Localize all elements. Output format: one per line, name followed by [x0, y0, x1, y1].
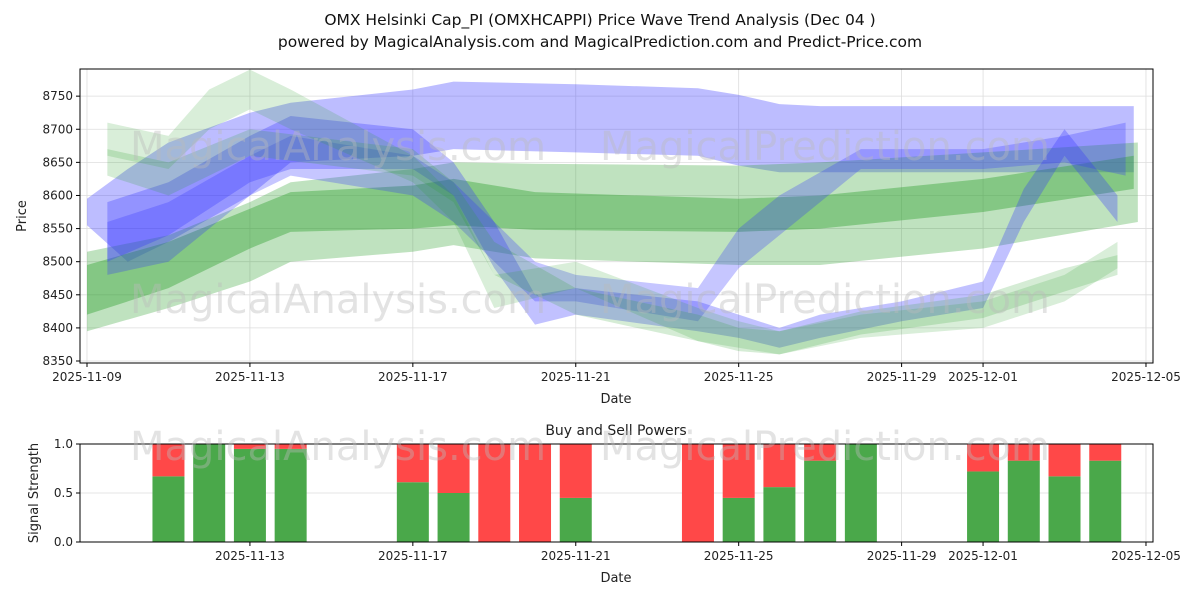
sell-bar — [559, 444, 592, 498]
green-wave-band — [87, 142, 1138, 332]
buy-bar — [763, 487, 796, 542]
sell-bar — [233, 444, 266, 449]
buy-bar — [844, 444, 877, 542]
top-xlabel: Date — [600, 392, 631, 407]
top-ylabel: Price — [15, 200, 30, 232]
bottom-xlabel: Date — [600, 571, 631, 586]
blue-wave-band — [107, 122, 1126, 322]
x-tick-label: 2025-11-25 — [704, 549, 774, 563]
watermark: MagicalPrediction.com — [600, 424, 1050, 470]
y-tick-label: 8550 — [42, 222, 73, 236]
blue-wave-band — [87, 81, 1134, 262]
x-tick-label: 2025-11-21 — [541, 370, 611, 384]
green-wave-band — [87, 155, 1134, 315]
buy-bar — [152, 476, 185, 542]
sell-bar — [437, 444, 470, 493]
y-tick-label: 0.0 — [54, 535, 73, 549]
plot-frame — [79, 443, 1154, 543]
x-tick-label: 2025-12-01 — [948, 549, 1018, 563]
x-tick-label: 2025-12-05 — [1111, 549, 1181, 563]
sell-bar — [519, 444, 552, 542]
price-wave-chart: 8350 8400 8450 8500 8550 8600 8650 8700 8750 2025… — [42, 68, 1181, 384]
buy-bar — [274, 448, 307, 542]
buy-bar — [233, 448, 266, 542]
watermark: MagicalPrediction.com — [600, 277, 1050, 323]
buy-sell-chart: 0.0 0.5 1.0 2025-11-13 2025-11-17 2025-11-21 2… — [54, 437, 1181, 563]
buy-bar — [193, 444, 226, 542]
buy-bar — [804, 460, 837, 542]
sell-bar — [763, 444, 796, 488]
watermark: MagicalAnalysis.com — [130, 124, 546, 170]
bottom-ylabel: Signal Strength — [27, 443, 42, 543]
y-tick-label: 0.5 — [54, 486, 73, 500]
y-tick-label: 8350 — [42, 354, 73, 368]
x-tick-label: 2025-12-05 — [1111, 370, 1181, 384]
x-tick-label: 2025-11-17 — [378, 549, 448, 563]
sell-bar — [1048, 444, 1081, 477]
x-tick-label: 2025-11-25 — [704, 370, 774, 384]
green-wave-band — [107, 129, 1118, 355]
y-tick-label: 8650 — [42, 155, 73, 169]
plot-frame — [79, 68, 1154, 364]
sell-bar — [274, 444, 307, 449]
chart-title: OMX Helsinki Cap_PI (OMXHCAPPI) Price Wa… — [324, 11, 875, 30]
y-tick-label: 8500 — [42, 255, 73, 269]
sell-bar — [722, 444, 755, 498]
sell-bar — [1089, 444, 1122, 461]
x-tick-label: 2025-12-01 — [948, 370, 1018, 384]
sell-bar — [478, 444, 511, 542]
y-tick-label: 8600 — [42, 188, 73, 202]
watermark: MagicalAnalysis.com — [130, 277, 546, 323]
x-tick-label: 2025-11-17 — [378, 370, 448, 384]
buy-bar — [559, 497, 592, 542]
blue-wave-band — [107, 116, 1118, 348]
buy-bar — [722, 497, 755, 542]
x-tick-label: 2025-11-13 — [215, 549, 285, 563]
chart-subtitle: powered by MagicalAnalysis.com and Magic… — [278, 33, 922, 51]
watermark: MagicalAnalysis.com — [130, 424, 546, 470]
x-tick-label: 2025-11-09 — [52, 370, 122, 384]
x-tick-label: 2025-11-29 — [867, 370, 937, 384]
x-tick-label: 2025-11-29 — [867, 549, 937, 563]
y-tick-label: 8450 — [42, 288, 73, 302]
sell-bar — [681, 444, 714, 542]
buy-bar — [1007, 460, 1040, 542]
y-tick-label: 8400 — [42, 321, 73, 335]
sell-bar — [967, 444, 1000, 472]
sell-bar — [1007, 444, 1040, 461]
y-tick-label: 8700 — [42, 122, 73, 136]
x-tick-label: 2025-11-13 — [215, 370, 285, 384]
bottom-title: Buy and Sell Powers — [545, 423, 686, 439]
x-tick-label: 2025-11-21 — [541, 549, 611, 563]
buy-bar — [396, 482, 429, 542]
y-tick-label: 8750 — [42, 89, 73, 103]
buy-bar — [967, 471, 1000, 542]
buy-bar — [1089, 460, 1122, 542]
watermark: MagicalPrediction.com — [600, 124, 1050, 170]
sell-bar — [804, 444, 837, 461]
buy-bar — [437, 493, 470, 542]
y-tick-label: 1.0 — [54, 437, 73, 451]
sell-bar — [396, 444, 429, 483]
buy-bar — [1048, 476, 1081, 542]
sell-bar — [152, 444, 185, 477]
green-wave-band — [107, 69, 1118, 355]
